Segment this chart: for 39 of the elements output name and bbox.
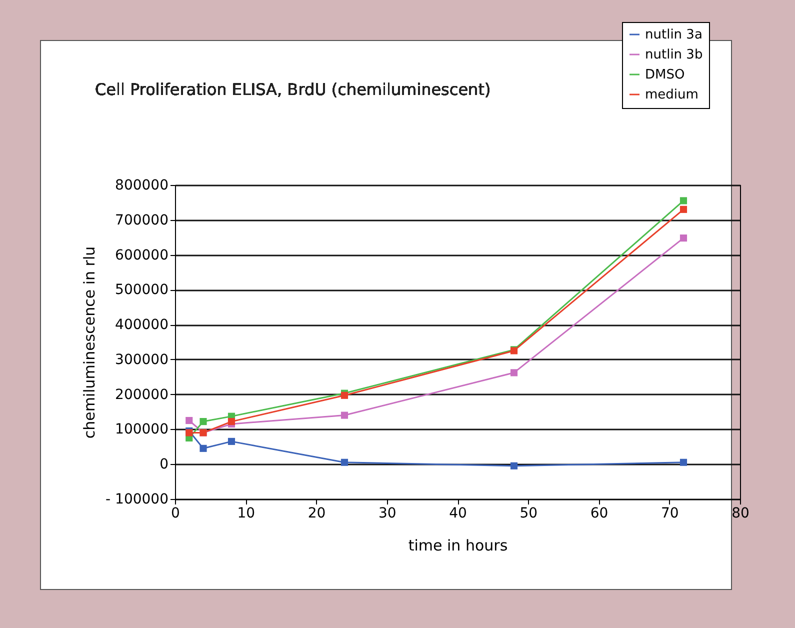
legend-label: nutlin 3b — [645, 48, 703, 62]
point — [200, 444, 207, 452]
x-tick-label: 40 — [449, 506, 467, 522]
legend-label: nutlin 3a — [645, 28, 702, 42]
y-tick-label: 600000 — [115, 247, 168, 264]
point — [200, 418, 207, 426]
chart-title: Cell Proliferation ELISA, BrdU (chemiluminescent) — [95, 80, 491, 99]
y-tick-label: 500000 — [115, 282, 168, 298]
point — [340, 412, 348, 419]
y-tick-label: - 100000 — [106, 492, 168, 508]
point — [680, 206, 688, 213]
point — [510, 462, 518, 470]
point — [186, 416, 193, 424]
x-tick-label: 50 — [520, 506, 538, 522]
y-axis-title: chemiluminescence in rlu — [80, 246, 99, 439]
y-tick-label: 800000 — [115, 178, 168, 194]
y-tick-label: 200000 — [115, 386, 168, 403]
x-axis-title: time in hours — [408, 536, 508, 554]
legend-label: medium — [645, 88, 698, 102]
y-tick-label: 400000 — [115, 317, 168, 334]
y-tick-label: 100000 — [115, 422, 168, 438]
point — [680, 197, 688, 204]
point — [680, 234, 688, 242]
legend-label: DMSO — [645, 68, 685, 82]
point — [228, 438, 236, 445]
x-tick-label: 0 — [171, 506, 180, 522]
point — [340, 458, 348, 466]
x-tick-label: 70 — [660, 506, 679, 522]
point — [510, 369, 518, 376]
x-tick-label: 20 — [308, 506, 326, 522]
x-tick-label: 30 — [378, 506, 396, 522]
y-tick-label: 300000 — [115, 352, 168, 368]
x-tick-label: 80 — [732, 506, 750, 522]
y-tick-label: 0 — [160, 456, 168, 473]
x-tick-label: 60 — [590, 506, 608, 522]
y-tick-label: 700000 — [115, 212, 168, 228]
point — [680, 458, 688, 466]
x-tick-label: 10 — [237, 506, 256, 522]
point — [228, 418, 236, 426]
